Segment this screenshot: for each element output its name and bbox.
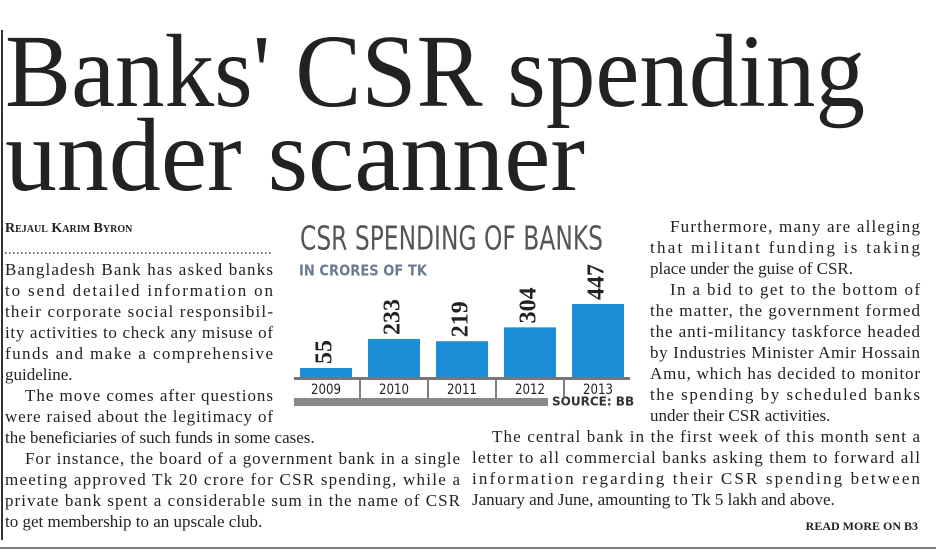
body-line: information regarding their CSR spending… [472,469,921,488]
body-line: For instance, the board of a government … [25,449,460,468]
body-line: In a bid to get to the bottom of [670,280,920,299]
body-line: the spending by scheduled banks [650,385,920,404]
axis-band [294,377,630,380]
body-line: January and June, amounting to Tk 5 lakh… [472,490,835,509]
x-tick-label: 2009 [311,382,341,398]
body-line: to get membership to an upscale club. [5,512,262,531]
byline: Rejaul Karim Byron [5,221,133,236]
value-label: 304 [516,287,542,323]
headline: Banks' CSR spending [5,14,865,129]
x-tick-label: 2010 [379,382,409,398]
chart-subtitle: IN CRORES OF TK [299,262,428,280]
body-line: ity activities to check any misuse of [5,323,273,342]
body-line: Bangladesh Bank has asked banks [5,260,273,279]
body-line: meeting approved Tk 20 crore for CSR spe… [5,470,460,489]
body-line: The central bank in the first week of th… [492,427,920,446]
body-line: place under the guise of CSR. [650,259,853,278]
body-line: Amu, which has decided to monitor [650,364,920,383]
bar [572,304,624,377]
value-label: 219 [448,301,474,337]
headline: under scanner [5,98,585,213]
bar [436,341,488,377]
x-tick-label: 2011 [447,382,477,398]
body-line: Furthermore, many are alleging [670,217,921,236]
source-band [294,398,548,406]
body-line: private bank spent a considerable sum in… [5,491,461,510]
chart-title: CSR SPENDING OF BANKS [300,219,603,258]
value-label: 233 [380,299,406,335]
body-line: to send detailed information on [5,281,274,300]
chart-source: SOURCE: BB [552,395,634,409]
bar [368,338,420,377]
value-label: 55 [312,340,338,364]
body-line: the beneficiaries of such funds in some … [5,428,315,447]
body-line: under their CSR activities. [650,406,830,425]
x-tick-label: 2013 [583,382,613,398]
bar [300,368,352,377]
body-line: guideline. [5,365,73,384]
body-line: letter to all commercial banks asking th… [472,448,920,467]
body-line: the matter, the government formed [650,301,921,320]
body-line: The move comes after questions [25,386,273,405]
value-label: 447 [584,264,610,300]
body-line: by Industries Minister Amir Hossain [650,343,921,362]
x-tick-label: 2012 [515,382,545,398]
body-line: their corporate social responsibil- [5,302,273,321]
body-line: were raised about the legitimacy of [5,407,273,426]
read-more: READ MORE ON B3 [806,519,918,533]
body-line: the anti-militancy taskforce headed [650,322,921,341]
body-line: funds and make a comprehensive [5,344,273,363]
bar [504,327,556,377]
body-line: that militant funding is taking [650,238,921,257]
